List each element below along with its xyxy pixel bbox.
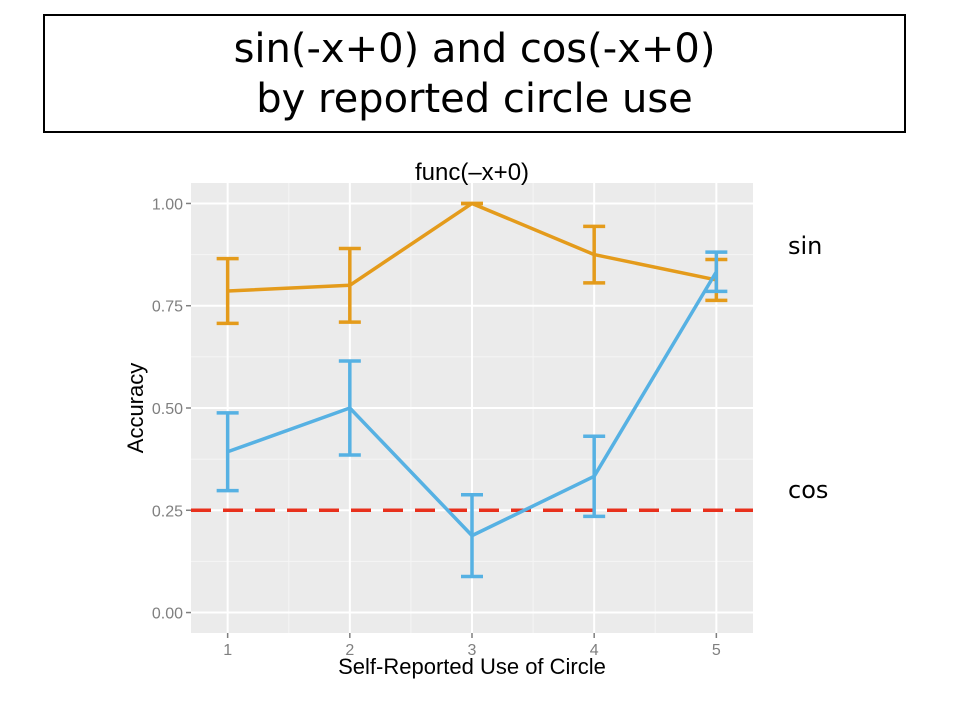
chart-title: func(–x+0)	[415, 159, 529, 186]
x-tick-label: 5	[712, 642, 721, 659]
x-axis-label: Self-Reported Use of Circle	[338, 654, 606, 679]
y-tick-label: 0.50	[152, 401, 183, 418]
x-tick-label: 3	[468, 642, 477, 659]
y-tick-label: 0.00	[152, 606, 183, 623]
slide-title-box: sin(-x+0) and cos(-x+0) by reported circ…	[43, 14, 906, 133]
cos-series-label: cos	[788, 476, 829, 504]
x-tick-labels: 1 2 3 4 5	[223, 633, 721, 659]
sin-series-label: sin	[788, 232, 823, 260]
x-tick-label: 4	[590, 642, 599, 659]
y-tick-labels: 0.00 0.25 0.50 0.75 1.00	[152, 196, 191, 623]
y-tick-label: 0.25	[152, 503, 183, 520]
x-tick-label: 2	[345, 642, 354, 659]
slide-title-line-2: by reported circle use	[256, 75, 693, 122]
series-layer	[216, 201, 728, 579]
slide-title-line-1: sin(-x+0) and cos(-x+0)	[233, 25, 716, 72]
y-tick-label: 0.75	[152, 299, 183, 316]
y-axis-label: Accuracy	[123, 363, 148, 453]
y-tick-label: 1.00	[152, 196, 183, 213]
series-1	[216, 250, 728, 579]
x-tick-label: 1	[223, 642, 232, 659]
